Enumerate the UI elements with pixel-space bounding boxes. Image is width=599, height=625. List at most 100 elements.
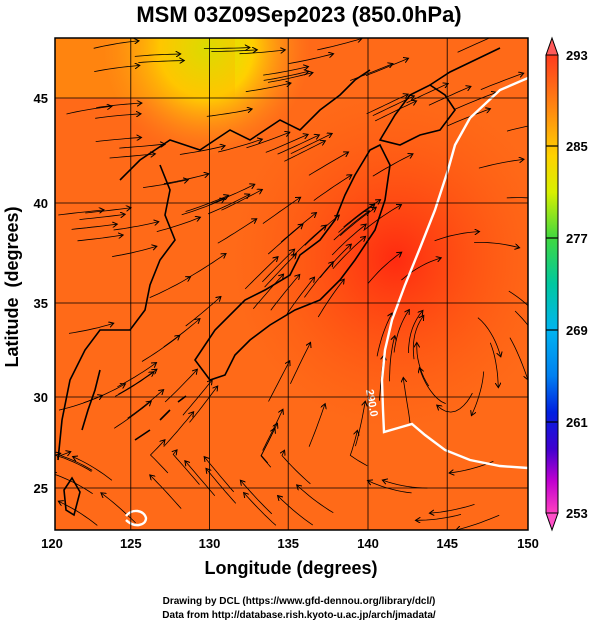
streamline xyxy=(376,314,392,357)
streamline xyxy=(308,153,348,176)
streamline xyxy=(185,297,221,327)
streamline xyxy=(290,343,310,384)
streamline xyxy=(290,134,332,155)
streamline xyxy=(363,205,401,231)
streamline xyxy=(355,402,365,447)
colorbar-label: 277 xyxy=(566,231,588,246)
streamline xyxy=(182,381,212,416)
coast-japan-main xyxy=(194,143,391,381)
streamline xyxy=(66,106,111,115)
x-tick-label: 145 xyxy=(436,536,458,551)
plot-frame xyxy=(54,37,529,531)
streamline xyxy=(319,245,351,278)
streamline xyxy=(211,50,256,52)
contour-line-main xyxy=(380,76,528,470)
streamline xyxy=(71,224,117,230)
streamline xyxy=(304,262,332,298)
colorbar-label: 269 xyxy=(566,323,588,338)
streamline xyxy=(457,514,500,530)
streamline xyxy=(79,214,125,220)
streamline xyxy=(58,210,103,216)
streamline xyxy=(365,59,408,77)
streamline xyxy=(244,257,277,290)
streamline xyxy=(117,363,155,388)
streamline xyxy=(55,454,92,472)
streamline xyxy=(95,138,141,142)
streamline xyxy=(472,371,485,415)
colorbar-top-arrow xyxy=(545,36,559,56)
colorbar-label: 285 xyxy=(566,139,588,154)
streamline xyxy=(94,66,139,72)
streamline xyxy=(417,514,462,520)
coast-hokkaido xyxy=(378,84,456,146)
streamline xyxy=(277,135,319,155)
streamline xyxy=(333,212,369,241)
streamline xyxy=(428,87,470,106)
coast-taiwan-strait xyxy=(81,369,101,431)
streamline xyxy=(203,48,249,49)
streamline xyxy=(268,362,290,402)
streamline xyxy=(368,481,412,494)
contour-line-small xyxy=(125,509,148,527)
streamline xyxy=(339,208,375,236)
streamline xyxy=(113,222,158,231)
colorbar-ticks xyxy=(546,145,558,423)
colorbar-label: 293 xyxy=(566,48,588,63)
streamline xyxy=(185,196,228,212)
streamline xyxy=(134,54,180,56)
streamline xyxy=(218,140,261,153)
streamline xyxy=(375,101,416,122)
streamline xyxy=(367,253,401,284)
x-tick-label: 150 xyxy=(517,536,539,551)
streamlines xyxy=(55,38,528,530)
streamline xyxy=(217,219,256,244)
streamline xyxy=(95,114,140,119)
streamline xyxy=(282,451,311,485)
streamline xyxy=(221,190,261,211)
coast-korea-china xyxy=(57,164,176,461)
streamline xyxy=(245,83,290,93)
y-tick-label: 25 xyxy=(34,481,48,496)
coastlines xyxy=(57,47,501,517)
isotherm-contour xyxy=(125,76,528,527)
streamline xyxy=(453,93,496,110)
x-tick-label: 135 xyxy=(277,536,299,551)
y-axis: 25 30 35 40 45 Latitude (degrees) xyxy=(2,91,48,496)
streamline xyxy=(430,504,475,513)
streamline xyxy=(331,225,365,256)
streamline xyxy=(506,125,528,132)
streamline xyxy=(278,496,314,526)
streamline xyxy=(263,67,307,76)
streamline xyxy=(260,424,277,464)
streamline xyxy=(77,235,123,242)
streamline xyxy=(74,457,113,481)
streamline xyxy=(244,493,277,526)
streamline xyxy=(138,61,183,63)
streamline xyxy=(156,218,200,232)
y-tick-label: 40 xyxy=(34,196,48,211)
streamline xyxy=(478,159,523,169)
streamline xyxy=(313,175,351,201)
streamline xyxy=(206,109,251,117)
streamline xyxy=(163,319,200,348)
streamline xyxy=(389,337,394,382)
streamline xyxy=(480,74,523,90)
streamline xyxy=(151,476,182,509)
y-tick-label: 35 xyxy=(34,296,48,311)
y-tick-label: 45 xyxy=(34,91,48,106)
streamline xyxy=(179,146,224,155)
streamline xyxy=(239,50,285,55)
x-tick-label: 140 xyxy=(357,536,379,551)
coast-taiwan xyxy=(63,476,81,517)
streamline xyxy=(163,413,193,447)
colorbar: 293 285 277 269 261 253 xyxy=(545,36,588,532)
x-tick-label: 125 xyxy=(120,536,142,551)
streamline xyxy=(403,378,411,424)
streamline xyxy=(317,280,343,318)
streamline xyxy=(112,247,156,257)
streamline xyxy=(401,258,440,281)
streamline xyxy=(113,402,150,429)
streamline xyxy=(186,254,225,279)
streamline xyxy=(508,290,528,307)
